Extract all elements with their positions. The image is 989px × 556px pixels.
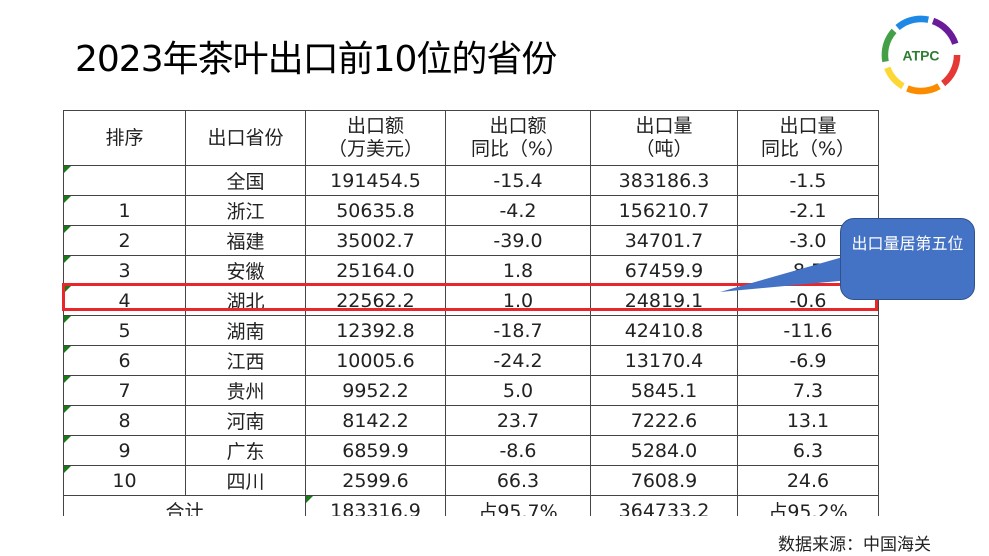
- table-row: 4 湖北 22562.2 1.0 24819.1 -0.6: [63, 285, 879, 316]
- cell-value-yoy: 1.0: [445, 285, 591, 316]
- cell-value-yoy: -18.7: [445, 315, 591, 346]
- cell-export-volume: 24819.1: [590, 285, 738, 316]
- table-row: 10 四川 2599.6 66.3 7608.9 24.6: [63, 465, 879, 496]
- cell-province: 江西: [185, 345, 306, 376]
- cell-export-volume: 5845.1: [590, 375, 738, 406]
- cell-export-value: 35002.7: [305, 225, 446, 256]
- cell-rank: 5: [63, 315, 186, 346]
- cell-rank: 2: [63, 225, 186, 256]
- table-row: 7 贵州 9952.2 5.0 5845.1 7.3: [63, 375, 879, 406]
- cell-export-volume: 13170.4: [590, 345, 738, 376]
- cell-export-value: 10005.6: [305, 345, 446, 376]
- cell-export-value: 22562.2: [305, 285, 446, 316]
- cell-value-yoy: -39.0: [445, 225, 591, 256]
- cell-export-value: 12392.8: [305, 315, 446, 346]
- cell-volume-yoy: -6.9: [737, 345, 879, 376]
- cell-province: 福建: [185, 225, 306, 256]
- cell-value-yoy: 23.7: [445, 405, 591, 436]
- table-row: 5 湖南 12392.8 -18.7 42410.8 -11.6: [63, 315, 879, 346]
- cell-province: 安徽: [185, 255, 306, 286]
- table-row: 2 福建 35002.7 -39.0 34701.7 -3.0: [63, 225, 879, 256]
- cell-province: 四川: [185, 465, 306, 496]
- cell-rank: 3: [63, 255, 186, 286]
- cell-volume-yoy: -1.5: [737, 165, 879, 196]
- cell-export-volume: 67459.9: [590, 255, 738, 286]
- cell-export-value: 50635.8: [305, 195, 446, 226]
- cell-export-volume: 156210.7: [590, 195, 738, 226]
- data-source: 数据来源：中国海关: [778, 535, 931, 555]
- cell-value-yoy: -15.4: [445, 165, 591, 196]
- cell-volume-yoy: 24.6: [737, 465, 879, 496]
- cell-export-volume: 42410.8: [590, 315, 738, 346]
- header-volume-yoy: 出口量 同比（%）: [737, 110, 879, 166]
- header-province: 出口省份: [185, 110, 306, 166]
- cell-volume-yoy: 7.3: [737, 375, 879, 406]
- header-value-yoy: 出口额 同比（%）: [445, 110, 591, 166]
- cell-value-yoy: 66.3: [445, 465, 591, 496]
- cell-province: 湖北: [185, 285, 306, 316]
- table-row: 9 广东 6859.9 -8.6 5284.0 6.3: [63, 435, 879, 466]
- cell-export-value: 2599.6: [305, 465, 446, 496]
- cell-export-volume: 5284.0: [590, 435, 738, 466]
- header-rank: 排序: [63, 110, 186, 166]
- atpc-logo: ATPC: [881, 15, 961, 95]
- cell-value-yoy: 1.8: [445, 255, 591, 286]
- cell-volume-yoy: 6.3: [737, 435, 879, 466]
- header-row: 排序 出口省份 出口额 （万美元） 出口额 同比（%） 出口量 （吨） 出口量 …: [63, 110, 879, 166]
- table-row: 1 浙江 50635.8 -4.2 156210.7 -2.1: [63, 195, 879, 226]
- cell-province: 湖南: [185, 315, 306, 346]
- slide-title: 2023年茶叶出口前10位的省份: [75, 39, 557, 80]
- table-row: 8 河南 8142.2 23.7 7222.6 13.1: [63, 405, 879, 436]
- callout-bubble: 出口量居第五位: [840, 218, 975, 300]
- cell-rank: 1: [63, 195, 186, 226]
- cell-export-volume: 7608.9: [590, 465, 738, 496]
- cell-value-yoy: -8.6: [445, 435, 591, 466]
- table-row: 全国 191454.5 -15.4 383186.3 -1.5: [63, 165, 879, 196]
- cell-export-volume: 34701.7: [590, 225, 738, 256]
- cell-province: 河南: [185, 405, 306, 436]
- cell-value-yoy: 5.0: [445, 375, 591, 406]
- cell-export-volume: 7222.6: [590, 405, 738, 436]
- export-table: 排序 出口省份 出口额 （万美元） 出口额 同比（%） 出口量 （吨） 出口量 …: [63, 110, 879, 526]
- cell-export-value: 9952.2: [305, 375, 446, 406]
- cell-value-yoy: -24.2: [445, 345, 591, 376]
- cell-export-value: 8142.2: [305, 405, 446, 436]
- cell-rank: 10: [63, 465, 186, 496]
- cell-export-value: 6859.9: [305, 435, 446, 466]
- cell-export-value: 25164.0: [305, 255, 446, 286]
- cell-province: 贵州: [185, 375, 306, 406]
- cell-value-yoy: -4.2: [445, 195, 591, 226]
- cell-volume-yoy: -11.6: [737, 315, 879, 346]
- logo-text: ATPC: [903, 48, 940, 64]
- cell-rank: 4: [63, 285, 186, 316]
- cell-province: 浙江: [185, 195, 306, 226]
- table-row: 3 安徽 25164.0 1.8 67459.9 8.5: [63, 255, 879, 286]
- header-export-volume: 出口量 （吨）: [590, 110, 738, 166]
- cell-province: 全国: [185, 165, 306, 196]
- table-row: 6 江西 10005.6 -24.2 13170.4 -6.9: [63, 345, 879, 376]
- cell-province: 广东: [185, 435, 306, 466]
- cell-rank: 6: [63, 345, 186, 376]
- cell-export-value: 191454.5: [305, 165, 446, 196]
- cell-rank: [63, 165, 186, 196]
- cell-rank: 9: [63, 435, 186, 466]
- cell-volume-yoy: 13.1: [737, 405, 879, 436]
- slide-bottom-area: [0, 516, 989, 556]
- cell-rank: 7: [63, 375, 186, 406]
- cell-export-volume: 383186.3: [590, 165, 738, 196]
- header-export-value: 出口额 （万美元）: [305, 110, 446, 166]
- cell-rank: 8: [63, 405, 186, 436]
